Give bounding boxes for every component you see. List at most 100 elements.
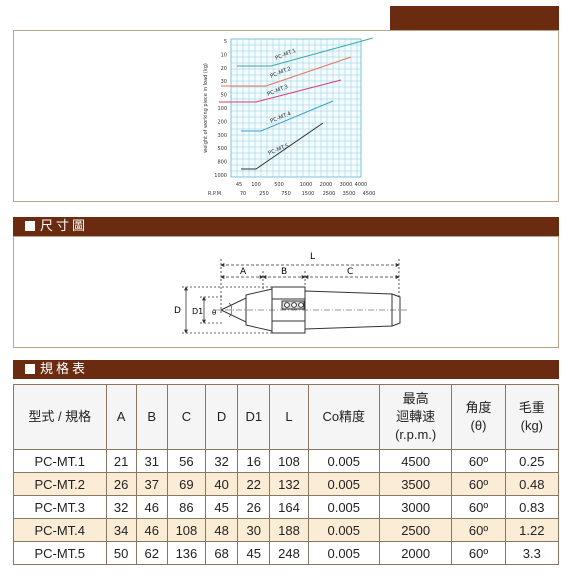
spec-value-cell: 60º — [451, 495, 506, 519]
spec-value-cell: 45 — [205, 495, 239, 519]
spec-value-cell: 62 — [135, 541, 168, 565]
chart-x-tick-label: 3000 — [340, 182, 353, 188]
dim-label-B: B — [281, 267, 287, 277]
spec-value-cell: 4500 — [378, 449, 453, 473]
spec-value-cell: 26 — [105, 472, 137, 496]
spec-model-cell: PC-MT.4 — [13, 518, 107, 542]
spec-value-cell: 60º — [451, 518, 506, 542]
chart-grid-frame — [230, 38, 362, 178]
spec-value-cell: 22 — [237, 472, 271, 496]
dim-label-L: L — [310, 252, 315, 262]
spec-header-cell: 毛重 (kg) — [504, 384, 560, 450]
chart-x-tick-label: 750 — [281, 191, 291, 197]
chart-x-tick-label: 2000 — [320, 182, 333, 188]
spec-value-cell: 2000 — [378, 541, 453, 565]
spec-value-cell: 1.22 — [504, 518, 560, 542]
spec-header-text: 角度 — [465, 400, 492, 415]
spec-header-cell: B — [135, 384, 168, 450]
spec-model-cell: PC-MT.3 — [13, 495, 107, 519]
chart-x-tick-label: 100 — [251, 182, 261, 188]
chart-y-tick-label: 50 — [221, 93, 227, 99]
spec-value-cell: 26 — [237, 495, 271, 519]
spec-header-cell: D1 — [237, 384, 271, 450]
spec-header-text: D1 — [245, 409, 263, 424]
chart-x-tick-label: 500 — [274, 182, 284, 188]
spec-value-cell: 136 — [166, 541, 207, 565]
spec-header-text: C — [181, 409, 192, 424]
chart-x-tick-label: 2500 — [323, 191, 336, 197]
spec-value-cell: 21 — [105, 449, 137, 473]
spec-header-text: 最高 — [402, 391, 429, 406]
spec-value-cell: 0.005 — [307, 495, 380, 519]
spec-value-cell: 86 — [166, 495, 207, 519]
spec-value-cell: 37 — [135, 472, 168, 496]
chart-x-tick-label: 250 — [259, 191, 269, 197]
spec-value-cell: 48 — [205, 518, 239, 542]
spec-header-text: A — [116, 409, 126, 424]
spec-value-cell: 40 — [205, 472, 239, 496]
spec-section-header: 規格表 — [13, 360, 559, 379]
spec-value-cell: 0.48 — [504, 472, 560, 496]
spec-value-cell: 60º — [451, 541, 506, 565]
load-speed-chart: 5 10 20 30 50 100 200 300 500 800 1000 weight of wo… — [203, 37, 376, 197]
spec-table-row: PC-MT.2 26 37 69 40 22 132 0.005 3500 60º 0.48 — [13, 472, 560, 496]
spec-value-cell: 108 — [269, 449, 309, 473]
spec-value-cell: 32 — [105, 495, 137, 519]
chart-y-tick-label: 5 — [224, 39, 227, 45]
spec-value-cell: 50 — [105, 541, 137, 565]
dim-label-angle: θ — [212, 309, 216, 317]
spec-value-cell: 2500 — [378, 518, 453, 542]
diagram-panel: L A B C D D1 θ — [13, 236, 559, 348]
spec-header-cell: 型式 / 規格 — [13, 384, 107, 450]
spec-table-row: PC-MT.5 50 62 136 68 45 248 0.005 2000 60º 3.3 — [13, 541, 560, 565]
spec-header-text: 毛重 — [518, 400, 545, 415]
spec-header-cell: C — [166, 384, 207, 450]
chart-x-tick-label: 4500 — [363, 191, 376, 197]
spec-header-text: D — [216, 409, 227, 424]
chart-x-tick-label: 1500 — [302, 191, 315, 197]
spec-table-header-row: 型式 / 規格 A B C D D1 L Co精度 最高 迴轉速 (r.p.m.) 角度 (θ) 毛重 (k… — [13, 384, 560, 450]
spec-header-cell: 角度 (θ) — [451, 384, 506, 450]
dimension-section-title: 尺寸圖 — [40, 219, 89, 234]
spec-value-cell: 3.3 — [504, 541, 560, 565]
spec-value-cell: 46 — [135, 518, 168, 542]
chart-x-tick-label: 1000 — [300, 182, 313, 188]
spec-header-text: 迴轉速 — [396, 409, 436, 424]
spec-value-cell: 108 — [166, 518, 207, 542]
spec-value-cell: 45 — [237, 541, 271, 565]
spec-value-cell: 56 — [166, 449, 207, 473]
chart-y-tick-label: 20 — [221, 66, 227, 72]
spec-header-cell: D — [205, 384, 239, 450]
chart-x-axis-label: R.P.M — [208, 191, 221, 197]
spec-header-cell: Co精度 — [307, 384, 380, 450]
dim-label-A: A — [240, 267, 247, 277]
spec-value-cell: 0.005 — [307, 449, 380, 473]
chart-y-tick-label: 100 — [217, 106, 227, 112]
spec-value-cell: 30 — [237, 518, 271, 542]
spec-table: 型式 / 規格 A B C D D1 L Co精度 最高 迴轉速 (r.p.m.) 角度 (θ) 毛重 (k… — [13, 384, 560, 565]
spec-model-cell: PC-MT.5 — [13, 541, 107, 565]
chart-series-line — [241, 122, 324, 170]
chart-y-tick-label: 200 — [217, 119, 227, 125]
chart-series-line — [237, 37, 374, 67]
chart-y-tick-label: 1000 — [214, 173, 227, 179]
spec-value-cell: 34 — [105, 518, 137, 542]
spec-value-cell: 3500 — [378, 472, 453, 496]
spec-value-cell: 0.005 — [307, 472, 380, 496]
spec-value-cell: 60º — [451, 449, 506, 473]
spec-value-cell: 60º — [451, 472, 506, 496]
chart-series-line — [219, 79, 342, 103]
spec-table-row: PC-MT.3 32 46 86 45 26 164 0.005 3000 60º 0.83 — [13, 495, 560, 519]
spec-table-row: PC-MT.4 34 46 108 48 30 188 0.005 2500 60º 1.22 — [13, 518, 560, 542]
spec-table-row: PC-MT.1 21 31 56 32 16 108 0.005 4500 60º 0.25 — [13, 449, 560, 473]
spec-value-cell: 31 — [135, 449, 168, 473]
spec-value-cell: 32 — [205, 449, 239, 473]
chart-y-tick-label: 10 — [221, 52, 227, 58]
chart-x-tick-label: 45 — [236, 182, 242, 188]
spec-value-cell: 0.005 — [307, 518, 380, 542]
spec-header-text: B — [147, 409, 157, 424]
chart-y-tick-label: 800 — [217, 160, 227, 166]
spec-value-cell: 16 — [237, 449, 271, 473]
spec-header-cell: 最高 迴轉速 (r.p.m.) — [378, 384, 453, 450]
spec-value-cell: 0.005 — [307, 541, 380, 565]
